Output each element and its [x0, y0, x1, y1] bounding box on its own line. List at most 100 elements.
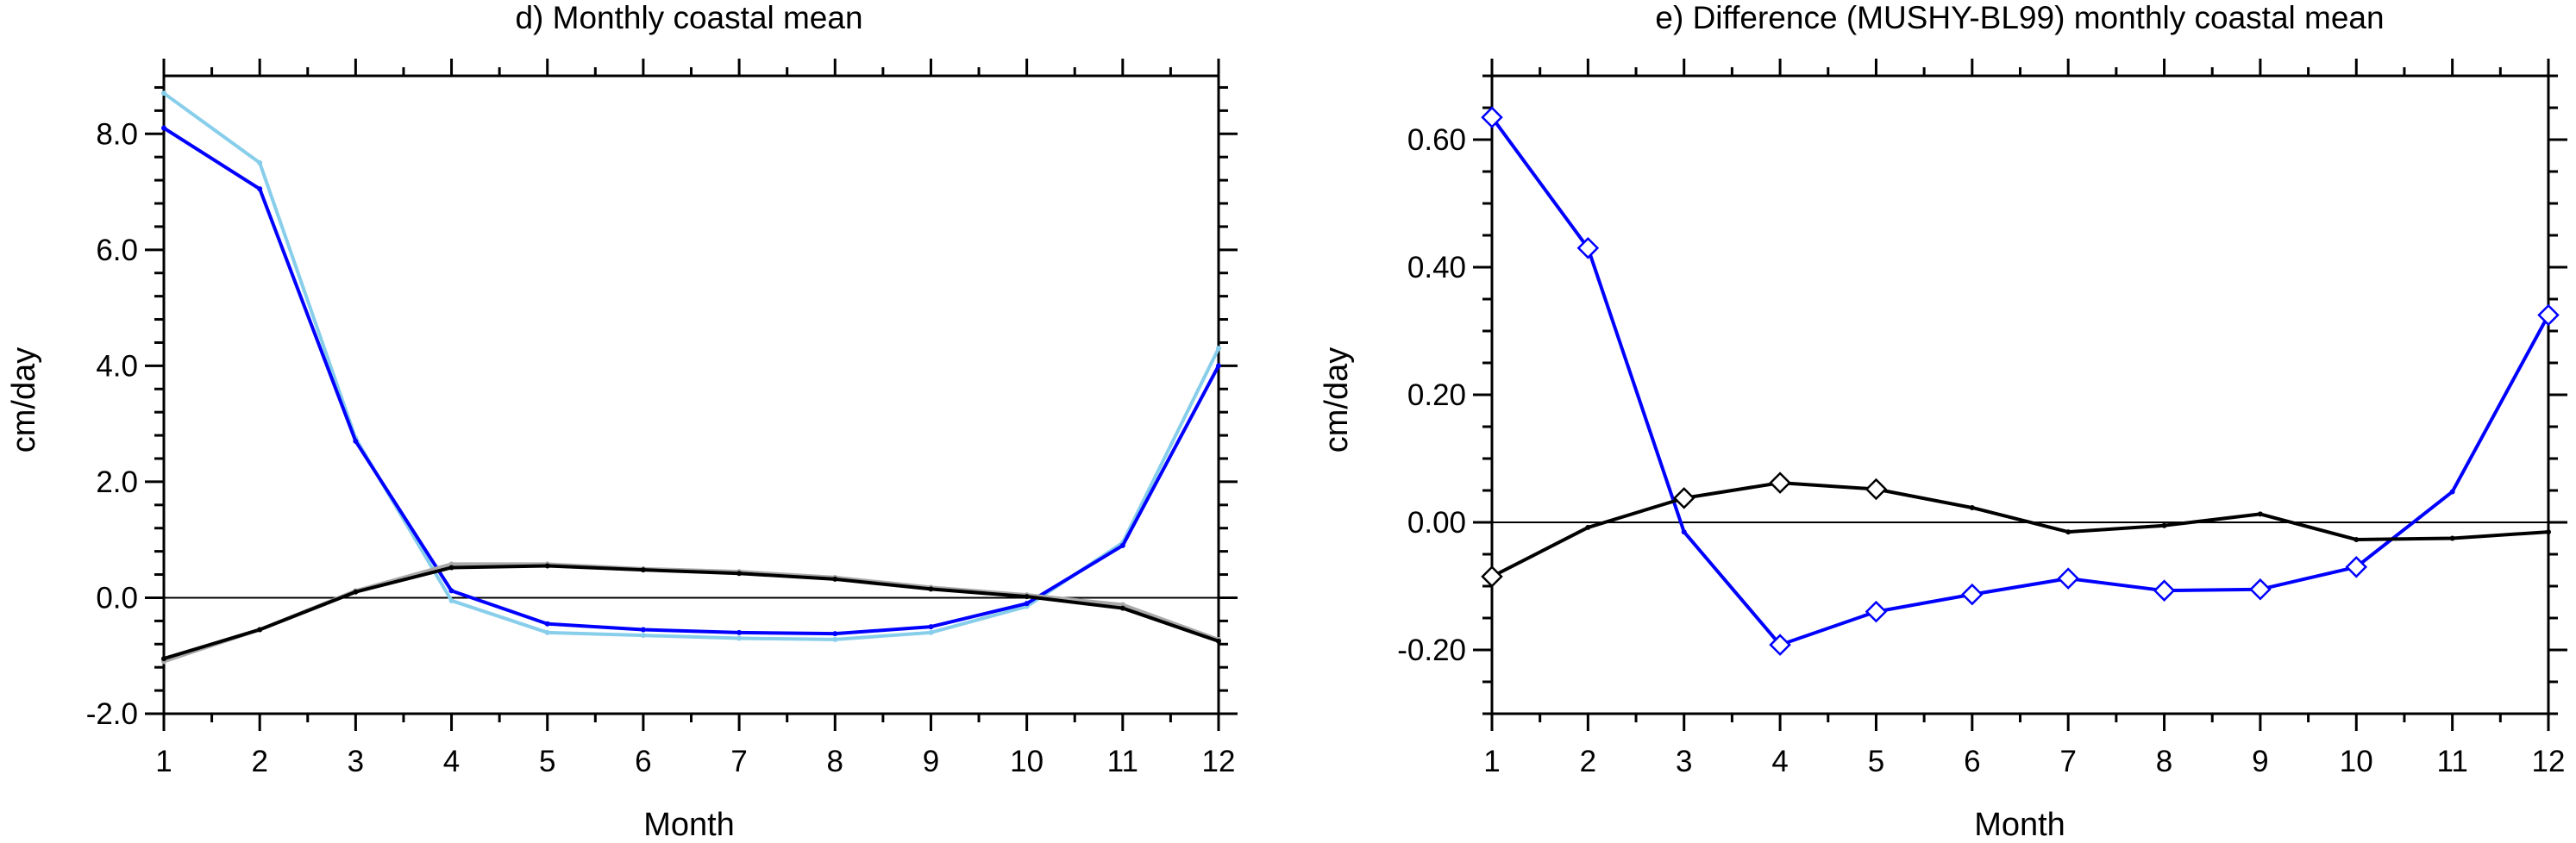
- plot-area: 1 2 3 4 5 6 7 8 9 10 11 12-0.200.000.200.400.60: [1397, 59, 2567, 778]
- data-point: [449, 565, 454, 570]
- plot-frame: [1492, 76, 2548, 714]
- x-tick-label: 11: [1107, 745, 1138, 778]
- data-point: [161, 91, 166, 96]
- data-point: [545, 621, 550, 627]
- data-point: [832, 631, 837, 636]
- data-point-marker: [1866, 480, 1885, 499]
- data-point: [545, 563, 550, 568]
- x-tick-label: 7: [730, 745, 747, 778]
- y-axis-label: cm/day: [1319, 347, 1355, 453]
- data-point-marker: [1963, 585, 1982, 604]
- data-point: [1216, 363, 1221, 368]
- plot-area: 1 2 3 4 5 6 7 8 9 10 11 12-2.00.02.04.06.08.0: [86, 59, 1238, 778]
- data-point: [2162, 523, 2167, 528]
- x-tick-label: 5: [539, 745, 555, 778]
- x-tick-label: 12: [1202, 745, 1236, 778]
- data-point: [641, 633, 646, 638]
- x-tick-label: 3: [348, 745, 364, 778]
- data-point: [2353, 537, 2359, 542]
- data-point: [1025, 601, 1030, 606]
- data-point-marker: [2539, 306, 2558, 325]
- data-point: [928, 586, 933, 591]
- data-point: [641, 627, 646, 632]
- series-line-1: [164, 128, 1219, 634]
- data-point: [928, 624, 933, 629]
- data-point: [449, 588, 454, 593]
- data-point-marker: [2155, 581, 2174, 600]
- data-point: [257, 160, 262, 165]
- y-tick-label: 4.0: [96, 349, 138, 383]
- data-point: [1216, 346, 1221, 351]
- data-point: [928, 630, 933, 635]
- x-axis-label: Month: [643, 807, 735, 843]
- data-point: [257, 186, 262, 191]
- data-point: [449, 598, 454, 603]
- data-point: [2065, 529, 2071, 534]
- data-point: [736, 630, 742, 635]
- data-point: [161, 126, 166, 131]
- data-point: [736, 571, 742, 576]
- x-tick-label: 2: [251, 745, 267, 778]
- x-tick-label: 4: [443, 745, 460, 778]
- data-point: [1682, 529, 1687, 534]
- x-tick-label: 6: [1964, 745, 1980, 778]
- chart-title: d) Monthly coastal mean: [515, 0, 862, 35]
- data-point: [161, 656, 166, 661]
- data-point-marker: [1866, 603, 1885, 621]
- y-tick-label: 0.60: [1407, 123, 1466, 157]
- plot-frame: [164, 76, 1219, 714]
- y-axis-label: cm/day: [6, 347, 42, 453]
- x-tick-label: 12: [2532, 745, 2566, 778]
- data-point: [1120, 543, 1125, 548]
- x-tick-label: 3: [1676, 745, 1692, 778]
- x-tick-label: 11: [2436, 745, 2467, 778]
- x-tick-label: 8: [827, 745, 843, 778]
- series-line-0: [1492, 117, 2548, 645]
- x-axis-label: Month: [1974, 807, 2065, 843]
- series-line-1: [1492, 483, 2548, 577]
- data-point: [353, 439, 358, 444]
- y-tick-label: 0.0: [96, 581, 138, 615]
- y-tick-label: 2.0: [96, 465, 138, 499]
- data-point-marker: [1675, 489, 1694, 508]
- data-point: [2258, 511, 2263, 516]
- data-point: [641, 567, 646, 572]
- x-tick-label: 10: [2340, 745, 2373, 778]
- data-point: [1970, 505, 1975, 510]
- data-point: [2450, 536, 2455, 541]
- data-point-marker: [2059, 569, 2078, 588]
- series-line-2: [164, 564, 1219, 661]
- data-point: [832, 637, 837, 642]
- x-tick-label: 4: [1771, 745, 1788, 778]
- data-point: [1216, 639, 1221, 644]
- data-point: [545, 630, 550, 635]
- x-tick-label: 9: [923, 745, 939, 778]
- data-point: [2450, 489, 2455, 494]
- y-tick-label: -2.0: [86, 697, 138, 731]
- x-tick-label: 9: [2252, 745, 2268, 778]
- y-tick-label: 8.0: [96, 117, 138, 151]
- data-point: [736, 636, 742, 641]
- x-tick-label: 8: [2156, 745, 2172, 778]
- x-tick-label: 2: [1580, 745, 1596, 778]
- data-point-marker: [2251, 580, 2270, 599]
- data-point: [1025, 594, 1030, 599]
- y-tick-label: 6.0: [96, 234, 138, 267]
- y-tick-label: 0.40: [1407, 251, 1466, 284]
- y-tick-label: 0.20: [1407, 378, 1466, 412]
- x-tick-label: 1: [1483, 745, 1500, 778]
- x-tick-label: 5: [1868, 745, 1884, 778]
- x-tick-label: 1: [155, 745, 172, 778]
- y-tick-label: -0.20: [1397, 634, 1466, 667]
- series-line-0: [164, 93, 1219, 640]
- panel-difference-monthly-coastal-mean: e) Difference (MUSHY-BL99) monthly coast…: [1319, 0, 2567, 843]
- data-point-marker: [1771, 473, 1789, 492]
- x-tick-label: 10: [1010, 745, 1044, 778]
- data-point: [1120, 606, 1125, 611]
- data-point: [257, 627, 262, 632]
- data-point: [353, 590, 358, 595]
- series-line-3: [164, 565, 1219, 659]
- x-tick-label: 6: [635, 745, 651, 778]
